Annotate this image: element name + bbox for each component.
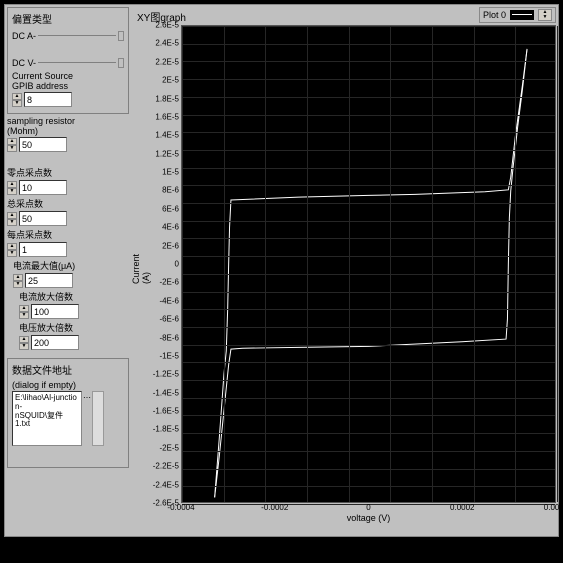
legend-updown[interactable]: ▲▼: [538, 9, 552, 21]
gpib-spinner[interactable]: ▲▼: [12, 93, 22, 107]
plot-wrap: Current (A) -2.6E-5-2.4E-5-2.2E-5-2E-5-1…: [133, 25, 556, 523]
voltage-amp-spinner[interactable]: ▲▼: [19, 336, 29, 350]
current-source-label: Current Source GPIB address: [12, 71, 124, 91]
y-tick: 0: [175, 260, 179, 269]
sampling-resistor-spinner[interactable]: ▲▼: [7, 138, 17, 152]
datafile-input[interactable]: E:\lihao\Al-junction- nSQUID\复件 1.txt: [12, 391, 82, 446]
x-tick: -0.0004: [167, 503, 194, 512]
per-point-input[interactable]: [19, 242, 67, 257]
y-tick: -2.4E-5: [153, 480, 179, 489]
current-max-input[interactable]: [25, 273, 73, 288]
y-tick: 1.8E-5: [155, 94, 179, 103]
x-axis: voltage (V) -0.0004-0.000200.00020.0004: [181, 503, 556, 523]
y-tick: -6E-6: [159, 315, 179, 324]
voltage-amp-label: 电压放大倍数: [19, 321, 129, 334]
current-amp-spinner[interactable]: ▲▼: [19, 305, 29, 319]
y-tick: 6E-6: [162, 204, 179, 213]
y-tick: 1E-5: [162, 168, 179, 177]
y-tick: 2.6E-5: [155, 21, 179, 30]
x-tick: 0.0002: [450, 503, 474, 512]
plot-canvas[interactable]: [181, 25, 556, 503]
y-tick: 2E-6: [162, 241, 179, 250]
y-tick: -1.6E-5: [153, 407, 179, 416]
y-tick: 1.2E-5: [155, 149, 179, 158]
datafile-hint: (dialog if empty): [12, 380, 124, 390]
voltage-amp-input[interactable]: [31, 335, 79, 350]
per-point-label: 每点采点数: [7, 228, 129, 241]
dca-toggle[interactable]: [118, 31, 124, 41]
dcv-label: DC V-: [12, 58, 36, 68]
y-axis-label: Current (A): [131, 244, 151, 284]
sampling-resistor-input[interactable]: [19, 137, 67, 152]
y-tick: 2.4E-5: [155, 39, 179, 48]
total-points-input[interactable]: [19, 211, 67, 226]
y-tick: 1.6E-5: [155, 112, 179, 121]
sampling-resistor-label: sampling resistor (Mohm): [7, 116, 129, 136]
current-amp-input[interactable]: [31, 304, 79, 319]
main-panel: 偏置类型 DC A- DC V- Current Source GPIB add…: [4, 4, 559, 537]
y-tick: -4E-6: [159, 296, 179, 305]
legend-label: Plot 0: [483, 10, 506, 20]
x-axis-label: voltage (V): [347, 513, 391, 523]
datafile-scrollbar[interactable]: [92, 391, 104, 446]
current-max-label: 电流最大值(μA): [13, 259, 129, 272]
legend-swatch: [510, 10, 534, 20]
x-tick: -0.0002: [261, 503, 288, 512]
total-points-spinner[interactable]: ▲▼: [7, 212, 17, 226]
zero-points-spinner[interactable]: ▲▼: [7, 181, 17, 195]
datafile-group: 数据文件地址 (dialog if empty) E:\lihao\Al-jun…: [7, 358, 129, 468]
y-tick: 4E-6: [162, 223, 179, 232]
current-amp-label: 电流放大倍数: [19, 290, 129, 303]
y-tick: -1.4E-5: [153, 388, 179, 397]
y-tick: -2.2E-5: [153, 462, 179, 471]
bias-type-group: 偏置类型 DC A- DC V- Current Source GPIB add…: [7, 7, 129, 114]
zero-points-label: 零点采点数: [7, 166, 129, 179]
gpib-input[interactable]: [24, 92, 72, 107]
x-tick: 0: [366, 503, 370, 512]
y-tick: 1.4E-5: [155, 131, 179, 140]
y-tick: -1E-5: [159, 351, 179, 360]
y-tick: 2E-5: [162, 76, 179, 85]
dcv-toggle[interactable]: [118, 58, 124, 68]
current-max-spinner[interactable]: ▲▼: [13, 274, 23, 288]
chart-legend[interactable]: Plot 0 ▲▼: [479, 7, 556, 23]
y-tick: 8E-6: [162, 186, 179, 195]
y-tick: 2.2E-5: [155, 57, 179, 66]
total-points-label: 总采点数: [7, 197, 129, 210]
y-axis: Current (A) -2.6E-5-2.4E-5-2.2E-5-2E-5-1…: [133, 25, 181, 503]
y-tick: -2E-6: [159, 278, 179, 287]
y-tick: -1.8E-5: [153, 425, 179, 434]
y-tick: -2E-5: [159, 443, 179, 452]
browse-button[interactable]: ⋯: [83, 393, 91, 402]
y-tick: -8E-6: [159, 333, 179, 342]
y-tick: -1.2E-5: [153, 370, 179, 379]
bias-type-title: 偏置类型: [12, 11, 124, 26]
chart-area: XY图graph Plot 0 ▲▼ Current (A) -2.6E-5-2…: [131, 7, 558, 536]
x-tick: 0.0004: [544, 503, 563, 512]
dca-label: DC A-: [12, 31, 36, 41]
per-point-spinner[interactable]: ▲▼: [7, 243, 17, 257]
sidebar: 偏置类型 DC A- DC V- Current Source GPIB add…: [7, 7, 129, 536]
datafile-title: 数据文件地址: [12, 362, 124, 377]
zero-points-input[interactable]: [19, 180, 67, 195]
